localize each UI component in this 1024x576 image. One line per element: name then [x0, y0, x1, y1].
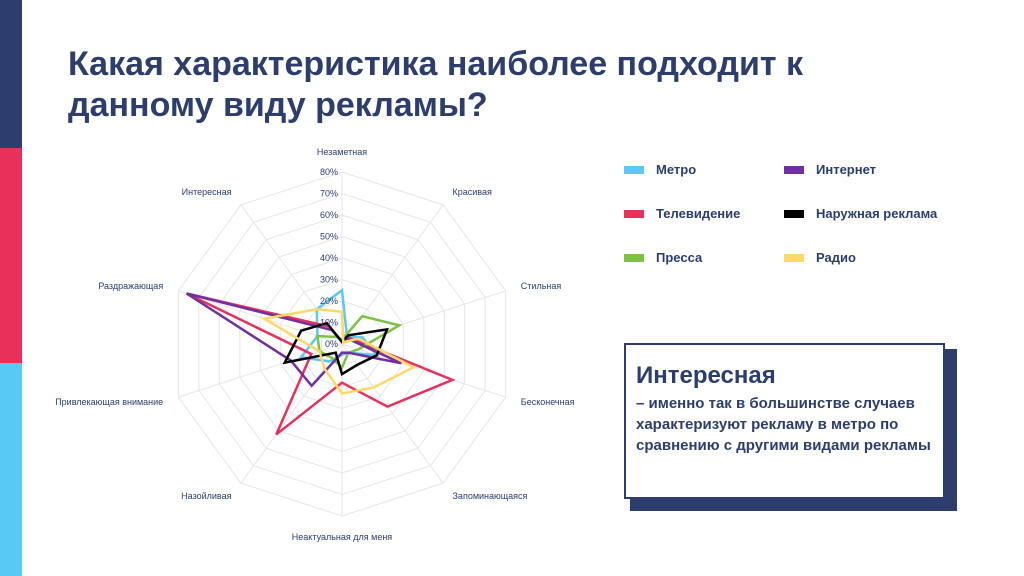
slide-title: Какая характеристика наиболее подходит к… [68, 44, 828, 126]
radial-tick-label: 70% [320, 189, 338, 199]
legend-swatch [784, 253, 804, 262]
radial-tick-label: 50% [320, 232, 338, 242]
radial-tick-label: 10% [320, 318, 338, 328]
callout-text: – именно так в большинстве случаев харак… [636, 395, 931, 455]
grid-spoke-7 [240, 343, 343, 484]
legend-label: Телевидение [656, 206, 741, 221]
legend-item-5: Наружная реклама [784, 206, 937, 221]
radial-tick-label: 0% [325, 339, 338, 349]
legend-label: Метро [656, 162, 697, 177]
accent-stripe-blue [0, 363, 22, 576]
legend-item-6: Радио [784, 250, 856, 265]
legend-label: Пресса [656, 250, 703, 265]
radial-tick-label: 30% [320, 275, 338, 285]
axis-label-3: Стильная [521, 281, 562, 291]
legend-item-2: Телевидение [624, 206, 740, 221]
grid-spoke-8 [178, 343, 343, 398]
radial-tick-label: 20% [320, 296, 338, 306]
axis-label-9: Раздражающая [98, 281, 163, 291]
grid-spoke-3 [341, 290, 506, 345]
legend-swatch [624, 253, 644, 262]
accent-stripe-red [0, 148, 22, 363]
grid-spoke-4 [341, 343, 506, 398]
legend-label: Радио [816, 250, 856, 265]
legend-swatch [624, 209, 644, 218]
axis-label-8: Привлекающая внимание [55, 397, 163, 407]
grid-spoke-10 [240, 204, 343, 345]
legend-item-4: Интернет [784, 162, 876, 177]
axis-label-6: Неактуальная для меня [292, 532, 393, 542]
legend-swatch [624, 165, 644, 174]
axis-label-10: Интересная [182, 187, 232, 197]
axis-label-7: Назойливая [181, 491, 231, 501]
grid-spoke-9 [178, 290, 343, 345]
axis-label-5: Запоминающаяся [453, 491, 528, 501]
legend-item-1: Метро [624, 162, 696, 177]
series-line-6 [260, 307, 417, 395]
grid-spoke-5 [341, 343, 444, 484]
callout-title: Интересная [636, 362, 776, 389]
chart-legend: Метро Телевидение Пресса Интернет Наружная р… [624, 162, 984, 292]
radial-tick-label: 60% [320, 210, 338, 220]
slide-title-line2: данному виду рекламы? [68, 85, 488, 124]
series-line-2 [186, 292, 456, 436]
accent-stripe-navy [0, 0, 22, 148]
legend-swatch [784, 209, 804, 218]
legend-label: Наружная реклама [816, 206, 938, 221]
legend-swatch [784, 165, 804, 174]
radar-chart: 0% 10% 20% 30% 40% 50% 60% 70% 80% Незаметная Крас… [55, 147, 575, 542]
legend-label: Интернет [816, 162, 877, 177]
series-line-3 [316, 314, 403, 370]
radial-tick-label: 40% [320, 253, 338, 263]
axis-label-1: Незаметная [317, 147, 367, 157]
axis-label-2: Красивая [453, 187, 492, 197]
callout-box: Интересная – именно так в большинстве сл… [624, 343, 945, 499]
series-line-5 [282, 321, 389, 377]
radial-tick-label: 80% [320, 167, 338, 177]
legend-item-3: Пресса [624, 250, 702, 265]
slide-title-line1: Какая характеристика наиболее подходит к [68, 45, 803, 83]
axis-label-4: Бесконечная [521, 397, 575, 407]
